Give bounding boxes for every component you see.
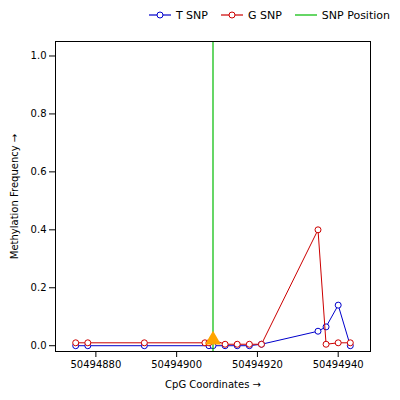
svg-text:0.2: 0.2 [31,282,47,293]
svg-text:50494940: 50494940 [313,359,364,370]
svg-text:0.8: 0.8 [31,108,47,119]
svg-text:Methylation Frequency →: Methylation Frequency → [9,134,20,259]
svg-text:0.6: 0.6 [31,166,47,177]
svg-text:CpG Coordinates →: CpG Coordinates → [165,379,261,390]
html-text:SNP Position: SNP Position [321,8,390,22]
svg-text:0.0: 0.0 [31,340,47,351]
svg-text:50494900: 50494900 [151,359,202,370]
svg-text:50494920: 50494920 [232,359,283,370]
svg-text:0.4: 0.4 [31,224,47,235]
html-text:G SNP: G SNP [248,8,282,22]
html-text:T SNP: T SNP [175,8,208,22]
svg-text:50494880: 50494880 [70,359,121,370]
svg-text:1.0: 1.0 [31,50,47,61]
